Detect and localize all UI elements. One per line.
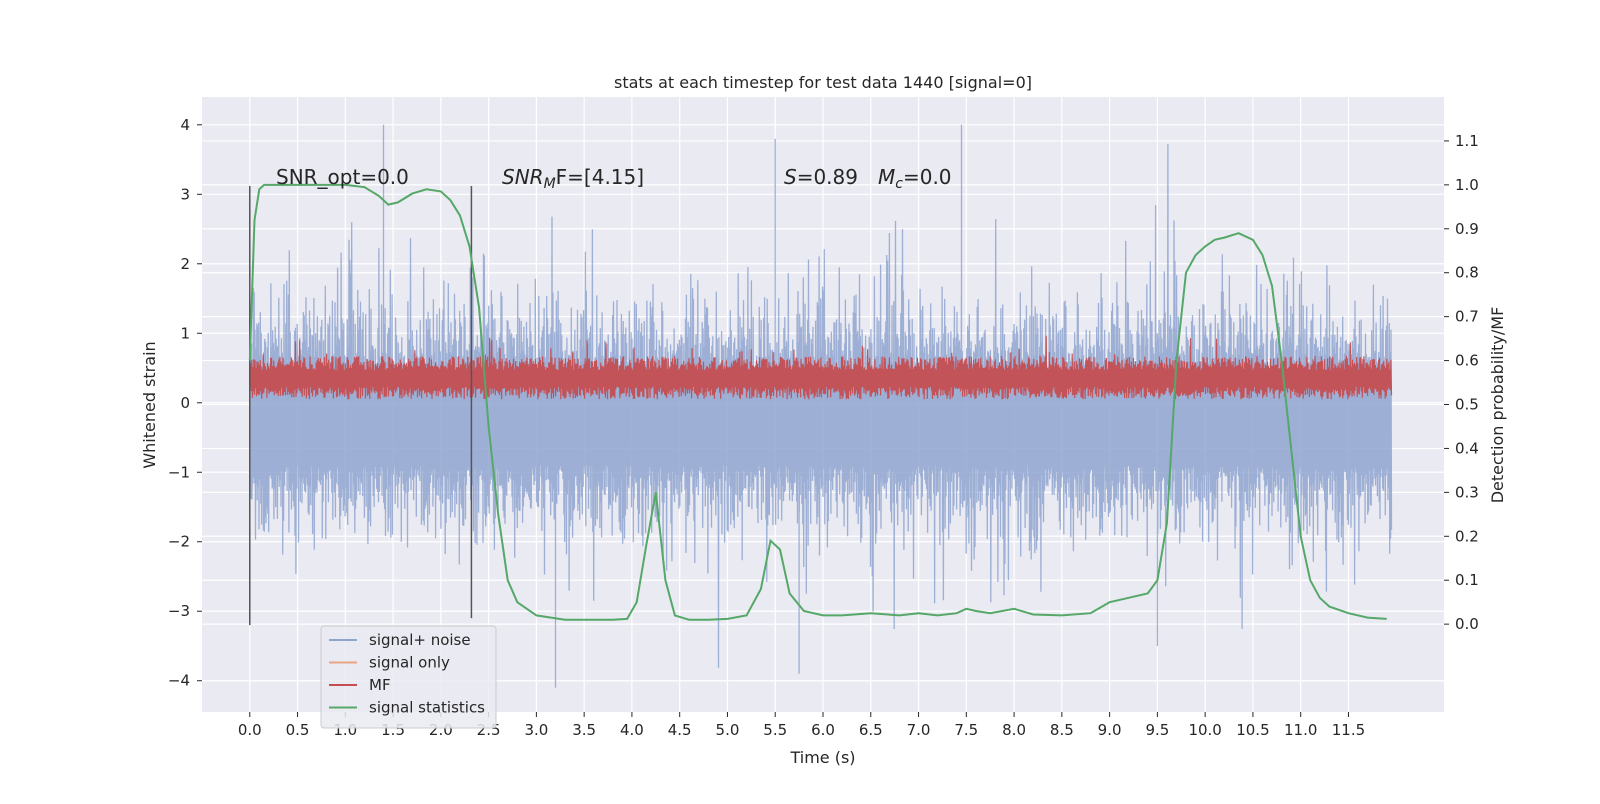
- y-tick-label-right: 0.3: [1455, 483, 1479, 501]
- legend-entry: MF: [369, 676, 391, 694]
- y-tick-label-right: 1.0: [1455, 176, 1479, 194]
- s-value: =0.89: [797, 165, 858, 189]
- snr-mf-part: SNR: [502, 165, 544, 189]
- annotation-s-value: S=0.89: [784, 165, 858, 189]
- y-tick-label-right: 0.0: [1455, 615, 1479, 633]
- mc-symbol: M: [878, 165, 895, 189]
- x-tick-label: 9.0: [1098, 721, 1122, 739]
- x-tick-label: 3.5: [572, 721, 596, 739]
- y-tick-label-left: −2: [168, 533, 190, 551]
- annotation-snr-opt: SNR_opt=0.0: [276, 165, 409, 189]
- axes: 0.0 0.5 1.0 1.5 2.0 2.5 3.0 3.5 4.0 4.5 5.0 5.5 6.0 6…: [168, 116, 1479, 739]
- y-tick-label-left: 4: [180, 116, 190, 134]
- snr-mf-subscript: M: [544, 176, 556, 192]
- y-tick-label-right: 0.7: [1455, 308, 1479, 326]
- y-tick-label-left: 1: [180, 324, 190, 342]
- mf-trace: [249, 336, 1393, 400]
- x-tick-label: 7.5: [954, 721, 978, 739]
- data-layer: [248, 124, 1393, 688]
- y-tick-label-right: 0.5: [1455, 396, 1479, 414]
- x-tick-label: 8.5: [1050, 721, 1074, 739]
- y-tick-label-right: 1.1: [1455, 132, 1479, 150]
- x-tick-label: 0.0: [238, 721, 262, 739]
- chart-title: stats at each timestep for test data 144…: [614, 73, 1032, 92]
- x-tick-label: 11.0: [1284, 721, 1317, 739]
- legend-entry: signal+ noise: [369, 631, 471, 649]
- snr-mf-value: F=[4.15]: [556, 165, 644, 189]
- signal-statistics-line: [248, 183, 1387, 621]
- x-tick-label: 10.5: [1236, 721, 1269, 739]
- y-tick-label-left: −4: [168, 672, 190, 690]
- mc-value: =0.0: [903, 165, 952, 189]
- x-tick-label: 4.5: [668, 721, 692, 739]
- x-tick-label: 9.5: [1145, 721, 1169, 739]
- y-tick-label-right: 0.2: [1455, 527, 1479, 545]
- x-tick-label: 11.5: [1332, 721, 1365, 739]
- legend-box: [320, 625, 497, 729]
- x-tick-label: 4.0: [620, 721, 644, 739]
- x-tick-label: 8.0: [1002, 721, 1026, 739]
- mc-subscript: c: [895, 176, 903, 192]
- x-tick-label: 6.5: [859, 721, 883, 739]
- y-axis-label-right: Detection probability/MF: [1488, 307, 1507, 504]
- legend-entry: signal only: [369, 654, 450, 672]
- annotation-mc-value: Mc=0.0: [878, 165, 952, 192]
- y-tick-label-left: 0: [180, 394, 190, 412]
- y-tick-label-left: 3: [180, 185, 190, 203]
- y-axis-label-left: Whitened strain: [140, 341, 159, 468]
- y-tick-label-right: 0.4: [1455, 439, 1479, 457]
- y-tick-label-right: 0.8: [1455, 264, 1479, 282]
- x-tick-label: 6.0: [811, 721, 835, 739]
- x-tick-label: 5.0: [716, 721, 740, 739]
- legend: signal+ noise signal only MF signal statist…: [320, 625, 497, 729]
- y-tick-label-left: 2: [180, 255, 190, 273]
- legend-entry: signal statistics: [369, 699, 485, 717]
- x-tick-label: 0.5: [286, 721, 310, 739]
- x-tick-label: 3.0: [524, 721, 548, 739]
- x-tick-label: 5.5: [763, 721, 787, 739]
- y-tick-label-left: −3: [168, 602, 190, 620]
- y-tick-label-right: 0.9: [1455, 220, 1479, 238]
- x-tick-label: 10.0: [1188, 721, 1221, 739]
- y-tick-label-left: −1: [168, 463, 190, 481]
- annotation-snr-mf: SNRMF=[4.15]: [502, 165, 644, 192]
- s-symbol: S: [784, 165, 797, 189]
- x-tick-label: 7.0: [907, 721, 931, 739]
- y-tick-label-right: 0.6: [1455, 352, 1479, 370]
- x-axis-label: Time (s): [789, 748, 855, 767]
- y-tick-label-right: 0.1: [1455, 571, 1479, 589]
